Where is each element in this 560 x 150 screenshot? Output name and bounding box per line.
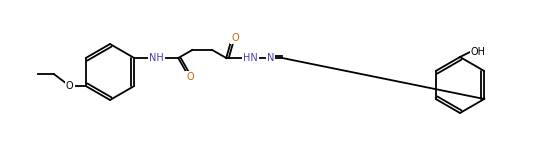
Text: OH: OH (470, 47, 486, 57)
Text: O: O (186, 72, 194, 82)
Text: NH: NH (149, 53, 164, 63)
Text: N: N (267, 53, 274, 63)
Text: O: O (231, 33, 239, 43)
Text: O: O (66, 81, 73, 91)
Text: HN: HN (243, 53, 258, 63)
